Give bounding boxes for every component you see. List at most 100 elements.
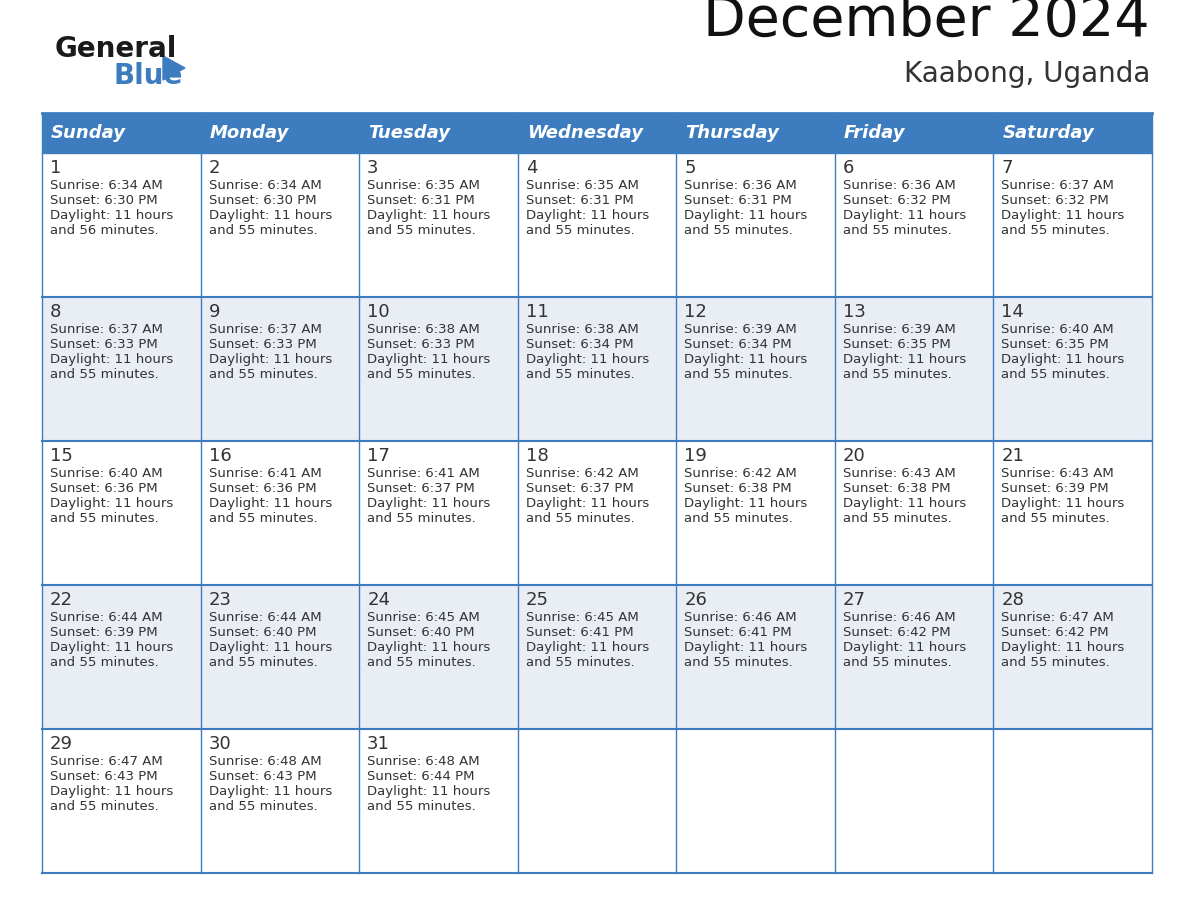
Bar	[42, 441, 1152, 585]
Text: Sunset: 6:34 PM: Sunset: 6:34 PM	[526, 338, 633, 351]
Text: Sunset: 6:41 PM: Sunset: 6:41 PM	[684, 626, 792, 639]
Text: General: General	[55, 35, 177, 63]
Text: 18: 18	[526, 447, 549, 465]
Text: Sunset: 6:41 PM: Sunset: 6:41 PM	[526, 626, 633, 639]
Text: Sunset: 6:42 PM: Sunset: 6:42 PM	[1001, 626, 1110, 639]
Text: Daylight: 11 hours: Daylight: 11 hours	[50, 785, 173, 798]
Text: Sunrise: 6:45 AM: Sunrise: 6:45 AM	[526, 611, 638, 624]
Text: and 55 minutes.: and 55 minutes.	[209, 800, 317, 813]
Text: 26: 26	[684, 591, 707, 609]
Text: Sunrise: 6:48 AM: Sunrise: 6:48 AM	[209, 755, 321, 768]
Bar	[201, 113, 359, 153]
Text: Sunrise: 6:39 AM: Sunrise: 6:39 AM	[684, 323, 797, 336]
Text: Sunrise: 6:44 AM: Sunrise: 6:44 AM	[209, 611, 321, 624]
Text: Sunset: 6:31 PM: Sunset: 6:31 PM	[526, 194, 633, 207]
Text: Sunrise: 6:47 AM: Sunrise: 6:47 AM	[50, 755, 163, 768]
Text: Sunset: 6:40 PM: Sunset: 6:40 PM	[209, 626, 316, 639]
Text: 13: 13	[842, 303, 866, 321]
Text: Daylight: 11 hours: Daylight: 11 hours	[684, 353, 808, 366]
Text: Daylight: 11 hours: Daylight: 11 hours	[1001, 641, 1125, 654]
Text: Sunset: 6:36 PM: Sunset: 6:36 PM	[50, 482, 158, 495]
Text: Daylight: 11 hours: Daylight: 11 hours	[842, 641, 966, 654]
Text: Sunset: 6:30 PM: Sunset: 6:30 PM	[50, 194, 158, 207]
Polygon shape	[163, 56, 185, 80]
Text: 25: 25	[526, 591, 549, 609]
Text: December 2024: December 2024	[703, 0, 1150, 48]
Text: and 55 minutes.: and 55 minutes.	[526, 656, 634, 669]
Text: Daylight: 11 hours: Daylight: 11 hours	[1001, 209, 1125, 222]
Bar	[835, 113, 993, 153]
Text: and 55 minutes.: and 55 minutes.	[50, 512, 159, 525]
Text: Sunrise: 6:48 AM: Sunrise: 6:48 AM	[367, 755, 480, 768]
Bar	[676, 113, 835, 153]
Text: and 55 minutes.: and 55 minutes.	[209, 368, 317, 381]
Text: Sunrise: 6:47 AM: Sunrise: 6:47 AM	[1001, 611, 1114, 624]
Text: Sunset: 6:38 PM: Sunset: 6:38 PM	[842, 482, 950, 495]
Text: and 55 minutes.: and 55 minutes.	[367, 800, 476, 813]
Text: Daylight: 11 hours: Daylight: 11 hours	[209, 641, 331, 654]
Text: Sunset: 6:31 PM: Sunset: 6:31 PM	[684, 194, 792, 207]
Text: 10: 10	[367, 303, 390, 321]
Text: Sunrise: 6:38 AM: Sunrise: 6:38 AM	[526, 323, 638, 336]
Text: Monday: Monday	[209, 124, 289, 142]
Text: Sunset: 6:35 PM: Sunset: 6:35 PM	[842, 338, 950, 351]
Text: Daylight: 11 hours: Daylight: 11 hours	[526, 353, 649, 366]
Text: and 55 minutes.: and 55 minutes.	[367, 656, 476, 669]
Text: Blue: Blue	[113, 62, 183, 90]
Text: Daylight: 11 hours: Daylight: 11 hours	[50, 641, 173, 654]
Text: and 55 minutes.: and 55 minutes.	[684, 512, 794, 525]
Text: Sunrise: 6:46 AM: Sunrise: 6:46 AM	[684, 611, 797, 624]
Text: Sunset: 6:33 PM: Sunset: 6:33 PM	[367, 338, 475, 351]
Text: Thursday: Thursday	[685, 124, 779, 142]
Text: 24: 24	[367, 591, 390, 609]
Text: Wednesday: Wednesday	[526, 124, 643, 142]
Text: 5: 5	[684, 159, 696, 177]
Text: and 55 minutes.: and 55 minutes.	[526, 512, 634, 525]
Text: Sunrise: 6:41 AM: Sunrise: 6:41 AM	[209, 467, 321, 480]
Text: and 55 minutes.: and 55 minutes.	[842, 512, 952, 525]
Text: and 55 minutes.: and 55 minutes.	[367, 224, 476, 237]
Text: 15: 15	[50, 447, 72, 465]
Text: Sunset: 6:32 PM: Sunset: 6:32 PM	[842, 194, 950, 207]
Text: 6: 6	[842, 159, 854, 177]
Bar	[42, 153, 1152, 297]
Text: Sunrise: 6:43 AM: Sunrise: 6:43 AM	[1001, 467, 1114, 480]
Text: Sunrise: 6:35 AM: Sunrise: 6:35 AM	[367, 179, 480, 192]
Text: 2: 2	[209, 159, 220, 177]
Text: Sunrise: 6:37 AM: Sunrise: 6:37 AM	[1001, 179, 1114, 192]
Text: Daylight: 11 hours: Daylight: 11 hours	[367, 497, 491, 510]
Text: Sunday: Sunday	[51, 124, 126, 142]
Text: Sunset: 6:42 PM: Sunset: 6:42 PM	[842, 626, 950, 639]
Text: Friday: Friday	[843, 124, 905, 142]
Text: Kaabong, Uganda: Kaabong, Uganda	[904, 60, 1150, 88]
Text: Sunrise: 6:40 AM: Sunrise: 6:40 AM	[1001, 323, 1114, 336]
Text: Sunrise: 6:37 AM: Sunrise: 6:37 AM	[50, 323, 163, 336]
Text: and 56 minutes.: and 56 minutes.	[50, 224, 159, 237]
Text: Daylight: 11 hours: Daylight: 11 hours	[367, 641, 491, 654]
Text: Daylight: 11 hours: Daylight: 11 hours	[526, 209, 649, 222]
Text: Sunset: 6:33 PM: Sunset: 6:33 PM	[50, 338, 158, 351]
Text: Daylight: 11 hours: Daylight: 11 hours	[1001, 353, 1125, 366]
Text: and 55 minutes.: and 55 minutes.	[526, 368, 634, 381]
Text: Daylight: 11 hours: Daylight: 11 hours	[50, 353, 173, 366]
Text: 14: 14	[1001, 303, 1024, 321]
Text: Daylight: 11 hours: Daylight: 11 hours	[367, 209, 491, 222]
Text: Sunrise: 6:34 AM: Sunrise: 6:34 AM	[50, 179, 163, 192]
Text: Sunset: 6:39 PM: Sunset: 6:39 PM	[1001, 482, 1110, 495]
Bar	[993, 113, 1152, 153]
Text: Sunrise: 6:38 AM: Sunrise: 6:38 AM	[367, 323, 480, 336]
Text: Daylight: 11 hours: Daylight: 11 hours	[367, 353, 491, 366]
Bar	[42, 113, 201, 153]
Text: Daylight: 11 hours: Daylight: 11 hours	[1001, 497, 1125, 510]
Text: 22: 22	[50, 591, 72, 609]
Text: 29: 29	[50, 735, 72, 753]
Text: 20: 20	[842, 447, 866, 465]
Text: and 55 minutes.: and 55 minutes.	[684, 224, 794, 237]
Text: and 55 minutes.: and 55 minutes.	[1001, 368, 1110, 381]
Text: and 55 minutes.: and 55 minutes.	[1001, 656, 1110, 669]
Text: Daylight: 11 hours: Daylight: 11 hours	[842, 353, 966, 366]
Text: 3: 3	[367, 159, 379, 177]
Text: Sunset: 6:39 PM: Sunset: 6:39 PM	[50, 626, 158, 639]
Text: and 55 minutes.: and 55 minutes.	[842, 224, 952, 237]
Text: Sunset: 6:38 PM: Sunset: 6:38 PM	[684, 482, 792, 495]
